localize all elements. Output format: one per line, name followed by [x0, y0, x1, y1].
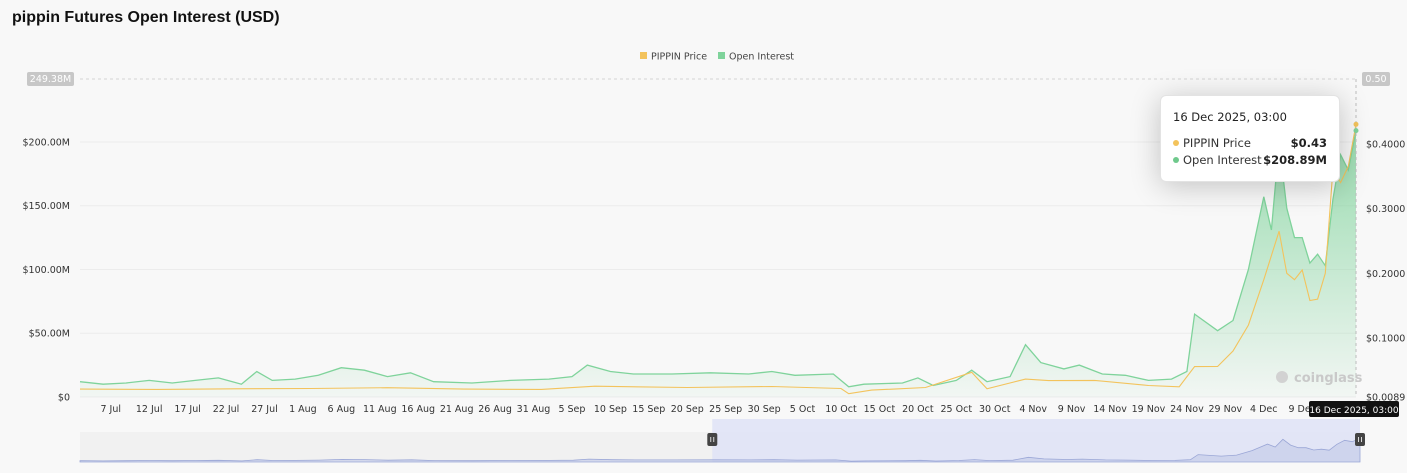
price-dot-icon: [1173, 140, 1179, 146]
y-right-tick-label: $0.2000: [1366, 269, 1405, 280]
x-tick-label: 9 Dec: [1288, 404, 1315, 415]
watermark: coinglass: [1294, 371, 1363, 386]
legend-swatch: [640, 52, 647, 59]
x-tick-label: 7 Jul: [100, 404, 121, 415]
x-tick-label: 9 Nov: [1058, 404, 1086, 415]
x-tick-label: 11 Aug: [363, 404, 397, 415]
y-left-tick-label: $0: [58, 393, 70, 404]
x-tick-label: 10 Sep: [594, 404, 627, 415]
legend-label: Open Interest: [729, 52, 794, 63]
tooltip-row-open-interest: Open Interest $208.89M: [1173, 153, 1327, 169]
x-tick-label: 12 Jul: [136, 404, 163, 415]
y-right-max-label: 0.50: [1365, 74, 1386, 85]
x-tick-label: 30 Oct: [979, 404, 1011, 415]
crosshair-date-label: 16 Dec 2025, 03:00: [1309, 406, 1398, 416]
y-left-tick-label: $50.00M: [29, 329, 70, 340]
x-tick-label: 20 Sep: [671, 404, 704, 415]
x-tick-label: 20 Oct: [902, 404, 934, 415]
range-navigator: [79, 419, 1365, 463]
navigator-series: [79, 437, 1361, 463]
y-left-max-badge: [27, 72, 74, 86]
x-tick-label: 17 Jul: [174, 404, 201, 415]
y-right-max-badge: [1362, 72, 1390, 86]
x-tick-label: 6 Aug: [328, 404, 356, 415]
x-tick-label: 15 Sep: [632, 404, 665, 415]
x-tick-label: 31 Aug: [517, 404, 551, 415]
plot-area: coinglass: [79, 79, 1363, 397]
y-right-tick-label: $0.4000: [1366, 139, 1405, 150]
y-left-max-label: 249.38M: [30, 74, 71, 85]
page-title: pippin Futures Open Interest (USD): [12, 9, 280, 26]
x-tick-label: 1 Aug: [289, 404, 317, 415]
x-tick-label: 5 Sep: [558, 404, 585, 415]
x-tick-label: 19 Nov: [1132, 404, 1166, 415]
x-tick-label: 30 Sep: [748, 404, 781, 415]
x-tick-label: 21 Aug: [440, 404, 474, 415]
x-tick-label: 26 Aug: [478, 404, 512, 415]
y-right-tick-label: $0.3000: [1366, 204, 1405, 215]
y-left-tick-label: $150.00M: [23, 201, 70, 212]
legend-label: PIPPIN Price: [651, 52, 707, 63]
price-line: [79, 124, 1357, 395]
x-tick-label: 25 Oct: [941, 404, 973, 415]
legend-swatch: [718, 52, 725, 59]
open-interest-line: [79, 130, 1357, 388]
x-tick-label: 4 Nov: [1019, 404, 1047, 415]
crosshair-date-badge: [1309, 401, 1399, 417]
x-tick-label: 22 Jul: [213, 404, 240, 415]
axes: $0 $50.00M $100.00M $150.00M $200.00M $0.0089…: [23, 72, 1405, 417]
watermark-logo-icon: [1276, 371, 1288, 383]
x-tick-label: 24 Nov: [1170, 404, 1204, 415]
x-tick-label: 27 Jul: [251, 404, 278, 415]
x-tick-label: 5 Oct: [790, 404, 816, 415]
open-interest-dot-icon: [1173, 157, 1179, 163]
x-tick-label: 25 Sep: [709, 404, 742, 415]
x-tick-label: 4 Dec: [1250, 404, 1277, 415]
open-interest-hover-marker: [1353, 128, 1359, 134]
open-interest-area: [80, 130, 1356, 397]
price-hover-marker: [1353, 121, 1359, 127]
y-right-tick-label: $0.0089: [1366, 393, 1405, 404]
x-tick-label: 29 Nov: [1208, 404, 1242, 415]
tooltip-row-price: PIPPIN Price $0.43: [1173, 136, 1327, 152]
legend: PIPPIN Price Open Interest: [640, 52, 794, 63]
navigator-left-handle[interactable]: [707, 433, 718, 446]
tooltip-date: 16 Dec 2025, 03:00: [1173, 110, 1287, 124]
y-left-tick-label: $200.00M: [23, 137, 70, 148]
x-tick-label: 16 Aug: [401, 404, 435, 415]
y-left-tick-label: $100.00M: [23, 265, 70, 276]
x-tick-label: 15 Oct: [864, 404, 896, 415]
y-right-tick-label: $0.1000: [1366, 334, 1405, 345]
data-tooltip: 16 Dec 2025, 03:00 PIPPIN Price $0.43 Op…: [1160, 95, 1340, 182]
navigator-right-handle[interactable]: [1355, 433, 1365, 446]
x-tick-label: 14 Nov: [1093, 404, 1127, 415]
x-tick-label: 10 Oct: [825, 404, 857, 415]
